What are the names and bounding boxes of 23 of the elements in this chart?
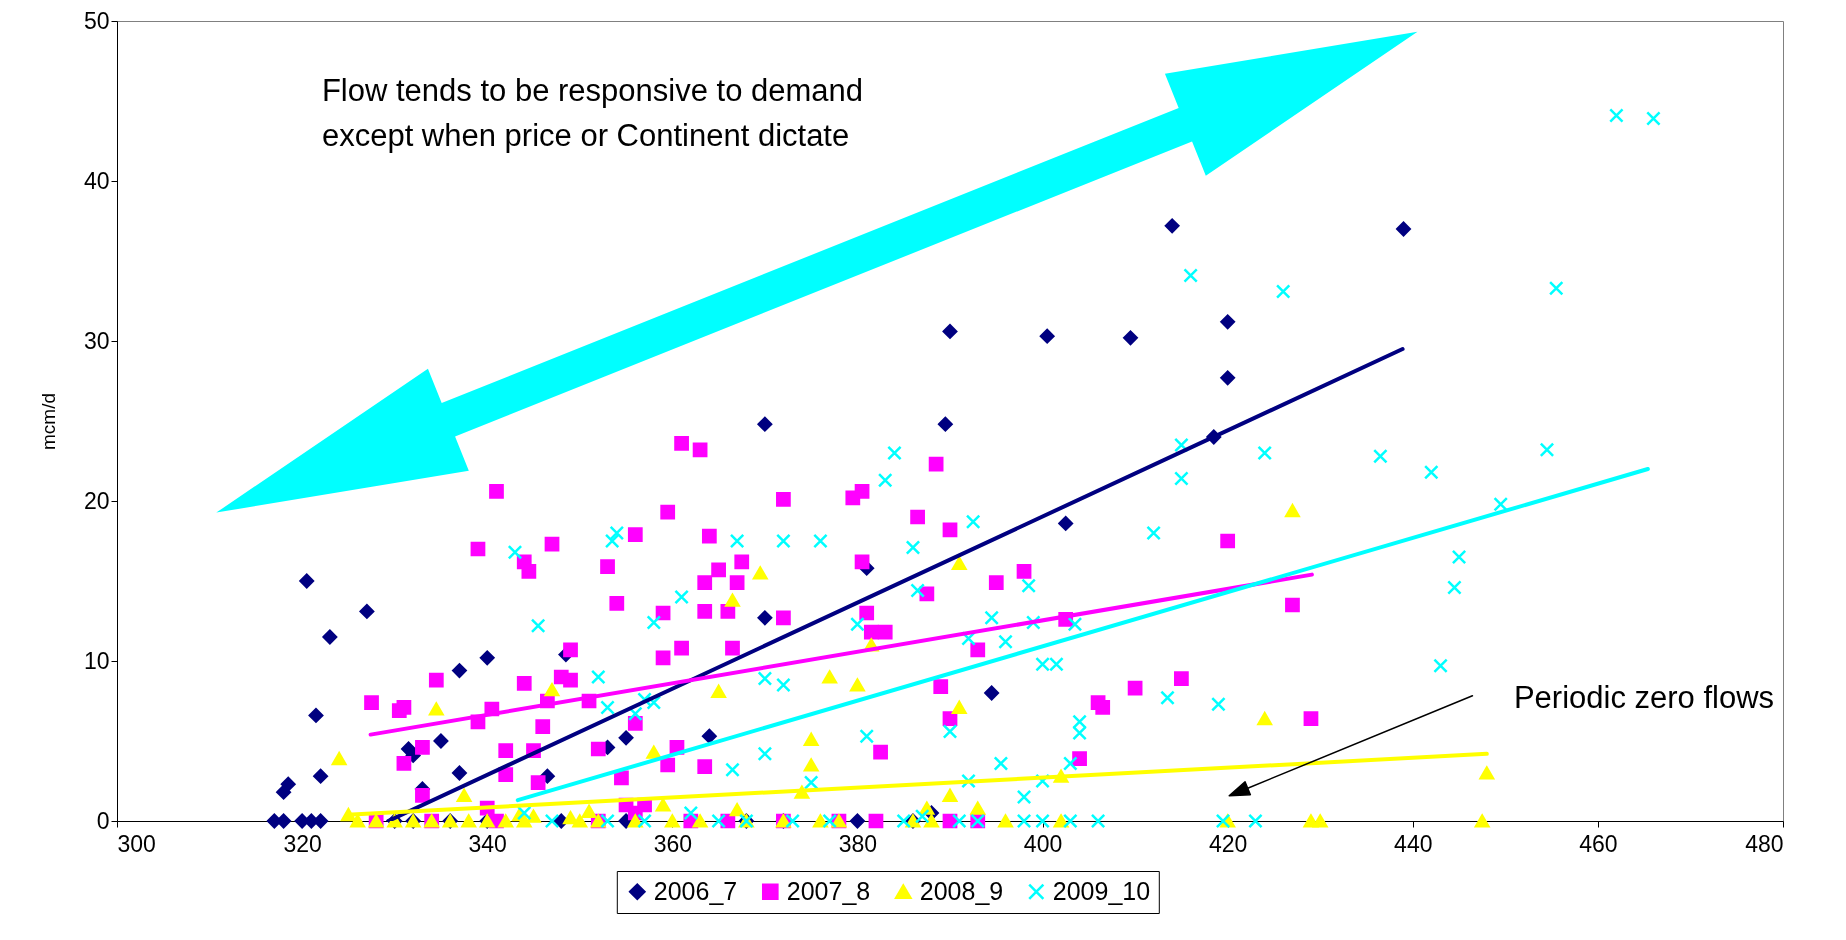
- y-tick-label: 30: [83, 327, 110, 354]
- x-tick-label: 480: [1745, 830, 1784, 857]
- x-tick-label: 460: [1579, 830, 1618, 857]
- x-tick-label: 420: [1208, 830, 1248, 857]
- y-tick-label: 50: [83, 7, 110, 34]
- x-tick-label: 440: [1394, 830, 1433, 857]
- y-tick-label: 40: [83, 167, 110, 194]
- y-tick-label: 10: [83, 647, 110, 674]
- annotation: Periodic zero flows: [1513, 679, 1775, 715]
- y-tick-label: 0: [96, 807, 110, 834]
- x-tick-label: 320: [283, 830, 322, 857]
- x-tick-label: 400: [1023, 830, 1063, 857]
- legend-label: 2006_7: [653, 876, 738, 905]
- y-tick-label: 20: [83, 487, 110, 514]
- legend-label: 2007_8: [786, 876, 871, 905]
- x-tick-label: 340: [468, 830, 507, 857]
- x-tick-label: 380: [838, 830, 878, 857]
- legend-label: 2008_9: [919, 876, 1004, 905]
- y-axis-title: mcm/d: [37, 393, 59, 450]
- x-tick-label: 300: [117, 830, 156, 857]
- x-tick-label: 360: [653, 830, 693, 857]
- legend-label: 2009_10: [1052, 876, 1151, 905]
- annotation: Flow tends to be responsive to demand except when price or Continent dictate: [321, 73, 864, 153]
